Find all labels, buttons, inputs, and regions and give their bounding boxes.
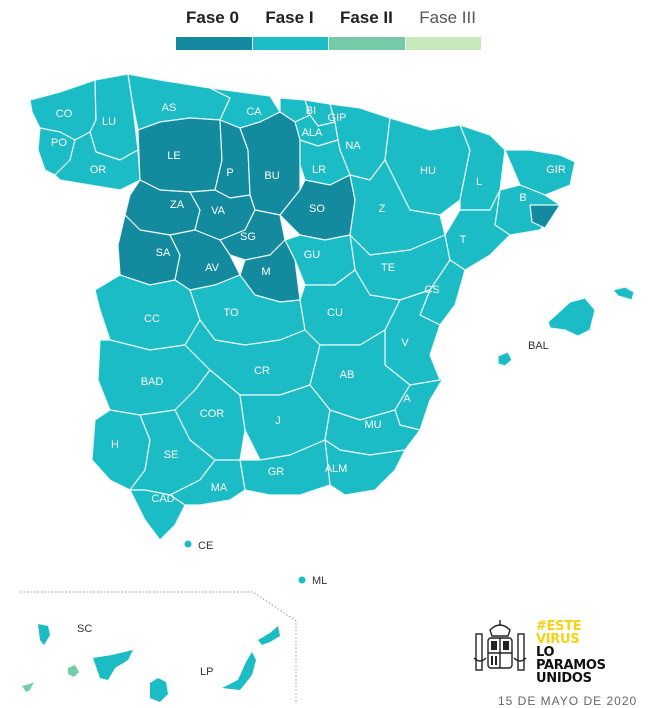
- legend-swatch-fase-2: [329, 37, 405, 50]
- label-j: J: [275, 415, 281, 427]
- label-sc: SC: [77, 623, 92, 635]
- canary-inset-border: [20, 591, 297, 703]
- label-se: SE: [164, 449, 179, 461]
- label-bu: BU: [264, 170, 279, 182]
- island-lanzarote[interactable]: [258, 626, 280, 645]
- label-p: P: [226, 167, 233, 179]
- label-as: AS: [162, 102, 177, 114]
- label-b: B: [519, 192, 526, 204]
- label-ce: CE: [198, 540, 213, 552]
- province-cad[interactable]: [129, 489, 186, 541]
- label-h: H: [111, 439, 119, 451]
- province-labels: CO LU AS CA BI GIP ALA NA PO OR LE P BU …: [51, 102, 566, 678]
- label-gir: GIR: [546, 164, 566, 176]
- label-cor: COR: [200, 408, 225, 420]
- label-av: AV: [205, 262, 220, 274]
- legend-label-fase-1: Fase I: [265, 8, 314, 27]
- province-b-metro[interactable]: [529, 204, 561, 229]
- label-cr: CR: [254, 365, 270, 377]
- label-po: PO: [51, 137, 67, 149]
- label-cs: CS: [424, 284, 439, 296]
- label-lr: LR: [312, 164, 326, 176]
- label-bal: BAL: [528, 340, 549, 352]
- label-mu: MU: [364, 419, 381, 431]
- label-le: LE: [167, 150, 180, 162]
- island-ibiza[interactable]: [497, 351, 513, 367]
- slogan-line-2: VIRUS: [536, 632, 580, 647]
- island-la-palma[interactable]: [38, 624, 50, 645]
- label-a: A: [403, 393, 411, 405]
- legend-label-fase-3: Fase III: [419, 8, 476, 27]
- ceuta-marker[interactable]: [184, 540, 192, 548]
- slogan-line-3: LO: [536, 645, 555, 660]
- label-l: L: [476, 176, 482, 188]
- province-ma[interactable]: [169, 459, 246, 506]
- legend-label-fase-0: Fase 0: [186, 8, 239, 27]
- label-za: ZA: [170, 199, 185, 211]
- label-gr: GR: [268, 466, 285, 478]
- province-alm[interactable]: [324, 439, 406, 496]
- label-sg: SG: [240, 231, 256, 243]
- label-t: T: [460, 234, 467, 246]
- label-ma: MA: [211, 482, 228, 494]
- label-cc: CC: [144, 313, 160, 325]
- label-lp: LP: [200, 666, 213, 678]
- legend-swatch-fase-0: [176, 37, 252, 50]
- province-or[interactable]: [54, 131, 141, 191]
- label-lu: LU: [102, 116, 116, 128]
- slogan-line-4: PARAMOS: [536, 658, 606, 673]
- label-co: CO: [56, 108, 73, 120]
- label-bad: BAD: [141, 376, 164, 388]
- province-t[interactable]: [444, 189, 511, 271]
- phase-legend: Fase 0 Fase I Fase II Fase III: [176, 8, 482, 50]
- legend-swatch-fase-3: [405, 37, 481, 50]
- publication-date: 15 DE MAYO DE 2020: [498, 694, 638, 708]
- label-cu: CU: [327, 307, 343, 319]
- slogan-line-1: #ESTE: [536, 619, 582, 634]
- label-gu: GU: [304, 249, 321, 261]
- legend-color-bar: [176, 37, 482, 50]
- label-v: V: [401, 337, 409, 349]
- label-to: TO: [223, 307, 239, 319]
- label-bi: BI: [306, 105, 316, 117]
- slogan-line-5: UNIDOS: [536, 671, 592, 686]
- label-m: M: [261, 266, 270, 278]
- label-alm: ALM: [325, 463, 348, 475]
- campaign-slogan: #ESTE VIRUS LO PARAMOS UNIDOS: [536, 620, 606, 685]
- label-gip: GIP: [328, 112, 347, 124]
- island-tenerife[interactable]: [93, 650, 133, 680]
- label-ca: CA: [246, 106, 262, 118]
- island-fuerteventura[interactable]: [222, 652, 256, 690]
- province-z[interactable]: [349, 159, 446, 256]
- label-ala: ALA: [302, 127, 323, 139]
- coat-of-arms-logo: [473, 620, 527, 671]
- island-el-hierro[interactable]: [22, 682, 34, 692]
- label-hu: HU: [420, 165, 436, 177]
- island-mallorca[interactable]: [547, 297, 596, 337]
- island-la-gomera[interactable]: [68, 665, 79, 677]
- label-z: Z: [379, 203, 386, 215]
- label-or: OR: [90, 164, 107, 176]
- label-na: NA: [345, 140, 361, 152]
- legend-label-fase-2: Fase II: [339, 8, 393, 27]
- island-gran-canaria[interactable]: [150, 678, 168, 702]
- label-te: TE: [381, 262, 395, 274]
- label-so: SO: [309, 203, 325, 215]
- label-cad: CAD: [151, 493, 174, 505]
- melilla-marker[interactable]: [298, 576, 306, 584]
- island-menorca[interactable]: [612, 286, 635, 301]
- label-sa: SA: [156, 247, 171, 259]
- label-va: VA: [211, 205, 226, 217]
- label-ml: ML: [312, 575, 327, 587]
- legend-swatch-fase-1: [252, 37, 328, 50]
- label-ab: AB: [340, 369, 355, 381]
